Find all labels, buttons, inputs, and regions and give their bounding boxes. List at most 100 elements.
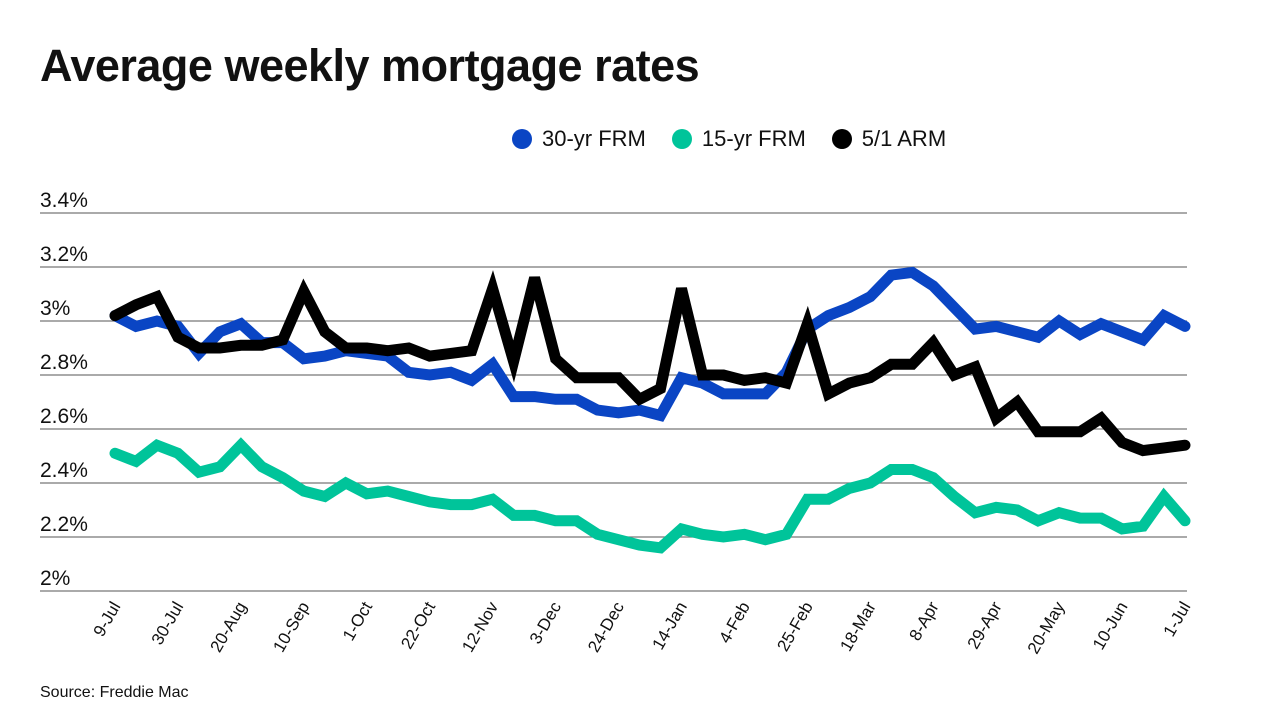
data-point [764, 393, 766, 395]
data-point [1121, 442, 1123, 443]
data-point [806, 323, 808, 325]
y-tick-label: 2.4% [40, 459, 88, 482]
data-point [303, 490, 305, 492]
data-point [680, 377, 682, 379]
data-point [806, 498, 808, 500]
data-point [576, 398, 578, 400]
series-line-5-1-arm [109, 270, 1191, 457]
data-point [597, 377, 599, 379]
data-point [513, 514, 515, 516]
data-point [408, 371, 410, 373]
data-point [659, 415, 661, 416]
data-point [219, 331, 221, 333]
legend-marker-30yr [512, 129, 532, 149]
data-point [282, 339, 284, 341]
data-point [1184, 520, 1186, 522]
legend-label-30yr: 30-yr FRM [542, 126, 646, 151]
data-point [827, 393, 829, 395]
data-point [680, 288, 682, 290]
chart-title: Average weekly mortgage rates [40, 40, 700, 91]
data-point [701, 382, 703, 384]
data-point [1058, 512, 1060, 514]
y-tick-label: 3.2% [40, 243, 88, 266]
data-point [701, 374, 703, 376]
data-point [1163, 496, 1165, 497]
data-point [597, 533, 599, 535]
data-point [135, 460, 137, 462]
source-note: Source: Freddie Mac [40, 684, 189, 701]
data-point [890, 469, 892, 470]
legend-item-15yr: 15-yr FRM [671, 126, 806, 152]
data-point [848, 307, 850, 308]
data-point [135, 325, 137, 327]
data-point [240, 344, 242, 346]
data-point [345, 482, 347, 484]
data-point [911, 363, 913, 365]
x-tick-label: 30-Jul [148, 599, 188, 649]
data-point [743, 533, 745, 535]
data-point [618, 377, 620, 379]
data-point [953, 496, 955, 497]
data-point [492, 498, 494, 500]
data-point [911, 469, 913, 470]
data-point [1016, 401, 1018, 403]
data-point [827, 315, 829, 317]
data-point [890, 363, 892, 365]
data-point [219, 466, 221, 468]
data-point [1037, 336, 1039, 338]
data-point [282, 477, 284, 479]
y-tick-label: 3.4% [40, 189, 88, 212]
data-point [450, 371, 452, 373]
y-tick-label: 2% [40, 567, 70, 590]
data-point [974, 512, 976, 514]
data-point [764, 539, 766, 541]
data-point [198, 347, 200, 349]
data-point [722, 374, 724, 376]
data-point [513, 361, 515, 362]
data-point [1100, 417, 1102, 419]
y-tick-label: 2.6% [40, 405, 88, 428]
data-point [743, 379, 745, 381]
data-point [534, 277, 536, 279]
data-point [240, 323, 242, 325]
data-point [639, 398, 641, 400]
x-tick-label: 22-Oct [397, 598, 439, 652]
data-point [387, 350, 389, 352]
x-tick-label: 20-Aug [206, 599, 250, 656]
data-point [408, 347, 410, 349]
data-point [1037, 431, 1039, 433]
legend-item-arm: 5/1 ARM [831, 126, 947, 152]
data-point [513, 396, 515, 398]
data-point [450, 504, 452, 506]
data-point [848, 382, 850, 384]
data-point [764, 377, 766, 379]
data-point [261, 466, 263, 468]
data-point [471, 350, 473, 352]
data-point [680, 528, 682, 530]
data-point [114, 452, 116, 454]
x-tick-label: 12-Nov [458, 598, 502, 655]
legend-label-15yr: 15-yr FRM [701, 126, 806, 151]
data-point [492, 288, 494, 290]
x-tick-label: 25-Feb [773, 599, 816, 655]
data-point [114, 315, 116, 317]
legend-label-arm: 5/1 ARM [861, 126, 947, 151]
data-point [324, 496, 326, 497]
x-tick-label: 24-Dec [584, 598, 628, 655]
data-point [1100, 517, 1102, 519]
data-point [450, 352, 452, 354]
data-point [576, 377, 578, 379]
x-tick-label: 29-Apr [964, 598, 1006, 652]
data-point [1079, 431, 1081, 433]
y-tick-label: 3% [40, 297, 70, 320]
data-point [1142, 450, 1144, 452]
data-point [995, 325, 997, 327]
y-tick-label: 2.8% [40, 351, 88, 374]
data-point [1016, 331, 1018, 333]
data-point [618, 539, 620, 541]
data-point [1100, 323, 1102, 325]
x-tick-label: 4-Feb [715, 599, 754, 647]
x-tick-label: 1-Jul [1160, 599, 1195, 640]
data-point [932, 477, 934, 479]
